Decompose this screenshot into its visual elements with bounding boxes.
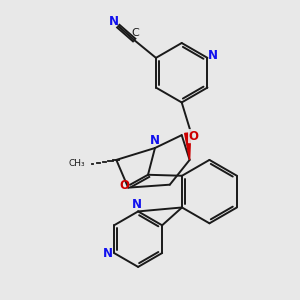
Polygon shape [185, 133, 191, 160]
Text: N: N [103, 247, 113, 260]
Text: N: N [132, 198, 142, 211]
Text: N: N [110, 15, 119, 28]
Text: N: N [150, 134, 160, 147]
Text: N: N [207, 50, 218, 62]
Text: O: O [119, 179, 129, 192]
Text: C: C [131, 28, 139, 38]
Text: CH₃: CH₃ [69, 159, 85, 168]
Text: O: O [189, 130, 199, 142]
